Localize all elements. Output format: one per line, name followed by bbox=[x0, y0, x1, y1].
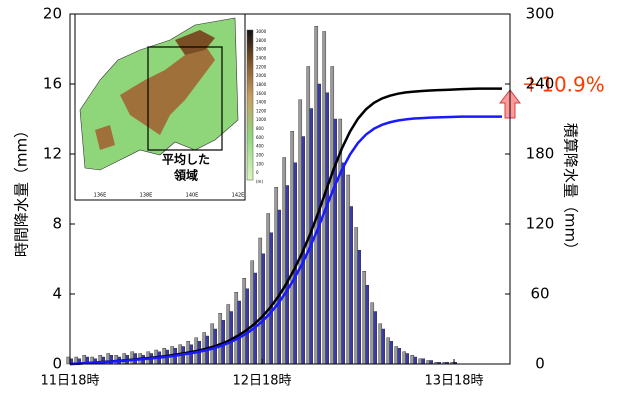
bar bbox=[267, 214, 270, 365]
y-tick-label: 0 bbox=[52, 355, 62, 373]
colorbar-label: 200 bbox=[256, 153, 264, 158]
bar bbox=[347, 175, 350, 364]
y2-tick-label: 240 bbox=[526, 75, 555, 93]
bar bbox=[331, 67, 334, 365]
y2-tick-label: 180 bbox=[526, 145, 555, 163]
bar bbox=[403, 352, 406, 364]
lon-label: 142E bbox=[232, 193, 245, 199]
bar bbox=[350, 207, 353, 365]
colorbar-label: 1400 bbox=[256, 100, 267, 105]
colorbar-label: 2400 bbox=[256, 55, 267, 60]
bar bbox=[251, 261, 254, 364]
bar bbox=[315, 26, 318, 364]
y2-tick-label: 0 bbox=[535, 355, 545, 373]
lon-label: 138E bbox=[140, 193, 153, 199]
bar bbox=[390, 341, 393, 364]
bar bbox=[342, 163, 345, 364]
bar bbox=[326, 93, 329, 364]
bar bbox=[235, 292, 238, 364]
bar bbox=[286, 186, 289, 365]
bar bbox=[131, 352, 134, 364]
bar bbox=[67, 357, 70, 364]
bar bbox=[371, 303, 374, 364]
colorbar-label: 400 bbox=[256, 144, 264, 149]
bar bbox=[283, 158, 286, 365]
bar bbox=[211, 324, 214, 364]
y-tick-label: 16 bbox=[43, 75, 62, 93]
bar bbox=[262, 254, 265, 364]
inset-map bbox=[75, 14, 253, 200]
bar bbox=[379, 324, 382, 364]
bar bbox=[355, 228, 358, 365]
lon-label: 140E bbox=[186, 193, 199, 199]
bar bbox=[398, 348, 401, 364]
bar bbox=[246, 289, 249, 364]
colorbar-label: 100 bbox=[256, 161, 264, 166]
bar bbox=[406, 354, 409, 365]
bar bbox=[427, 361, 430, 365]
x-tick-label: 11日18時 bbox=[40, 374, 99, 389]
y-tick-label: 20 bbox=[43, 5, 62, 23]
bar bbox=[430, 361, 433, 365]
bar bbox=[387, 338, 390, 364]
bar bbox=[374, 312, 377, 365]
region-label: 領域 bbox=[173, 168, 198, 183]
bar bbox=[227, 305, 230, 365]
bar bbox=[219, 313, 222, 364]
x-tick-label: 13日18時 bbox=[424, 374, 483, 389]
y2-tick-label: 120 bbox=[526, 215, 555, 233]
y-tick-label: 12 bbox=[43, 145, 62, 163]
y-axis-label: 時間降水量（mm） bbox=[13, 123, 31, 257]
bar bbox=[115, 355, 118, 364]
y-tick-label: 8 bbox=[52, 215, 62, 233]
colorbar-label: 1200 bbox=[256, 108, 267, 113]
bar bbox=[243, 278, 246, 364]
colorbar-label: 600 bbox=[256, 135, 264, 140]
bar bbox=[366, 285, 369, 364]
region-label: 平均した bbox=[162, 152, 210, 167]
colorbar-label: 1800 bbox=[256, 82, 267, 87]
bar bbox=[395, 347, 398, 365]
x-tick-label: 12日18時 bbox=[232, 374, 291, 389]
bar bbox=[382, 329, 385, 364]
bar bbox=[259, 238, 262, 364]
colorbar bbox=[247, 30, 253, 180]
colorbar-label: 0 bbox=[256, 170, 259, 175]
bar bbox=[123, 354, 126, 365]
bar bbox=[291, 131, 294, 364]
y2-tick-label: 60 bbox=[530, 285, 549, 303]
bar bbox=[358, 250, 361, 364]
colorbar-label: 2800 bbox=[256, 38, 267, 43]
colorbar-label: 1600 bbox=[256, 91, 267, 96]
colorbar-label: 3000 bbox=[256, 29, 267, 34]
bar bbox=[275, 187, 278, 364]
colorbar-label: 2600 bbox=[256, 47, 267, 52]
bar bbox=[419, 359, 422, 364]
bar bbox=[411, 355, 414, 364]
colorbar-label: 800 bbox=[256, 126, 264, 131]
bar bbox=[278, 210, 281, 364]
colorbar-label: (m) bbox=[256, 179, 263, 184]
bar bbox=[254, 273, 257, 364]
colorbar-label: 2200 bbox=[256, 64, 267, 69]
bar bbox=[334, 119, 337, 364]
bar bbox=[363, 271, 366, 364]
bar bbox=[307, 67, 310, 365]
colorbar-label: 2000 bbox=[256, 73, 267, 78]
y2-tick-label: 300 bbox=[526, 5, 555, 23]
y2-axis-label: 積算降水量（mm） bbox=[562, 123, 580, 257]
bar bbox=[414, 357, 417, 364]
bar bbox=[238, 301, 241, 364]
colorbar-label: 1000 bbox=[256, 117, 267, 122]
y-tick-label: 4 bbox=[52, 285, 62, 303]
bar bbox=[299, 100, 302, 364]
lon-label: 136E bbox=[94, 193, 107, 199]
bar bbox=[422, 359, 425, 364]
chart: 時間降水量（mm） 積算降水量（mm） ＋10.9% 0481216200601… bbox=[0, 0, 624, 394]
bar bbox=[270, 233, 273, 364]
